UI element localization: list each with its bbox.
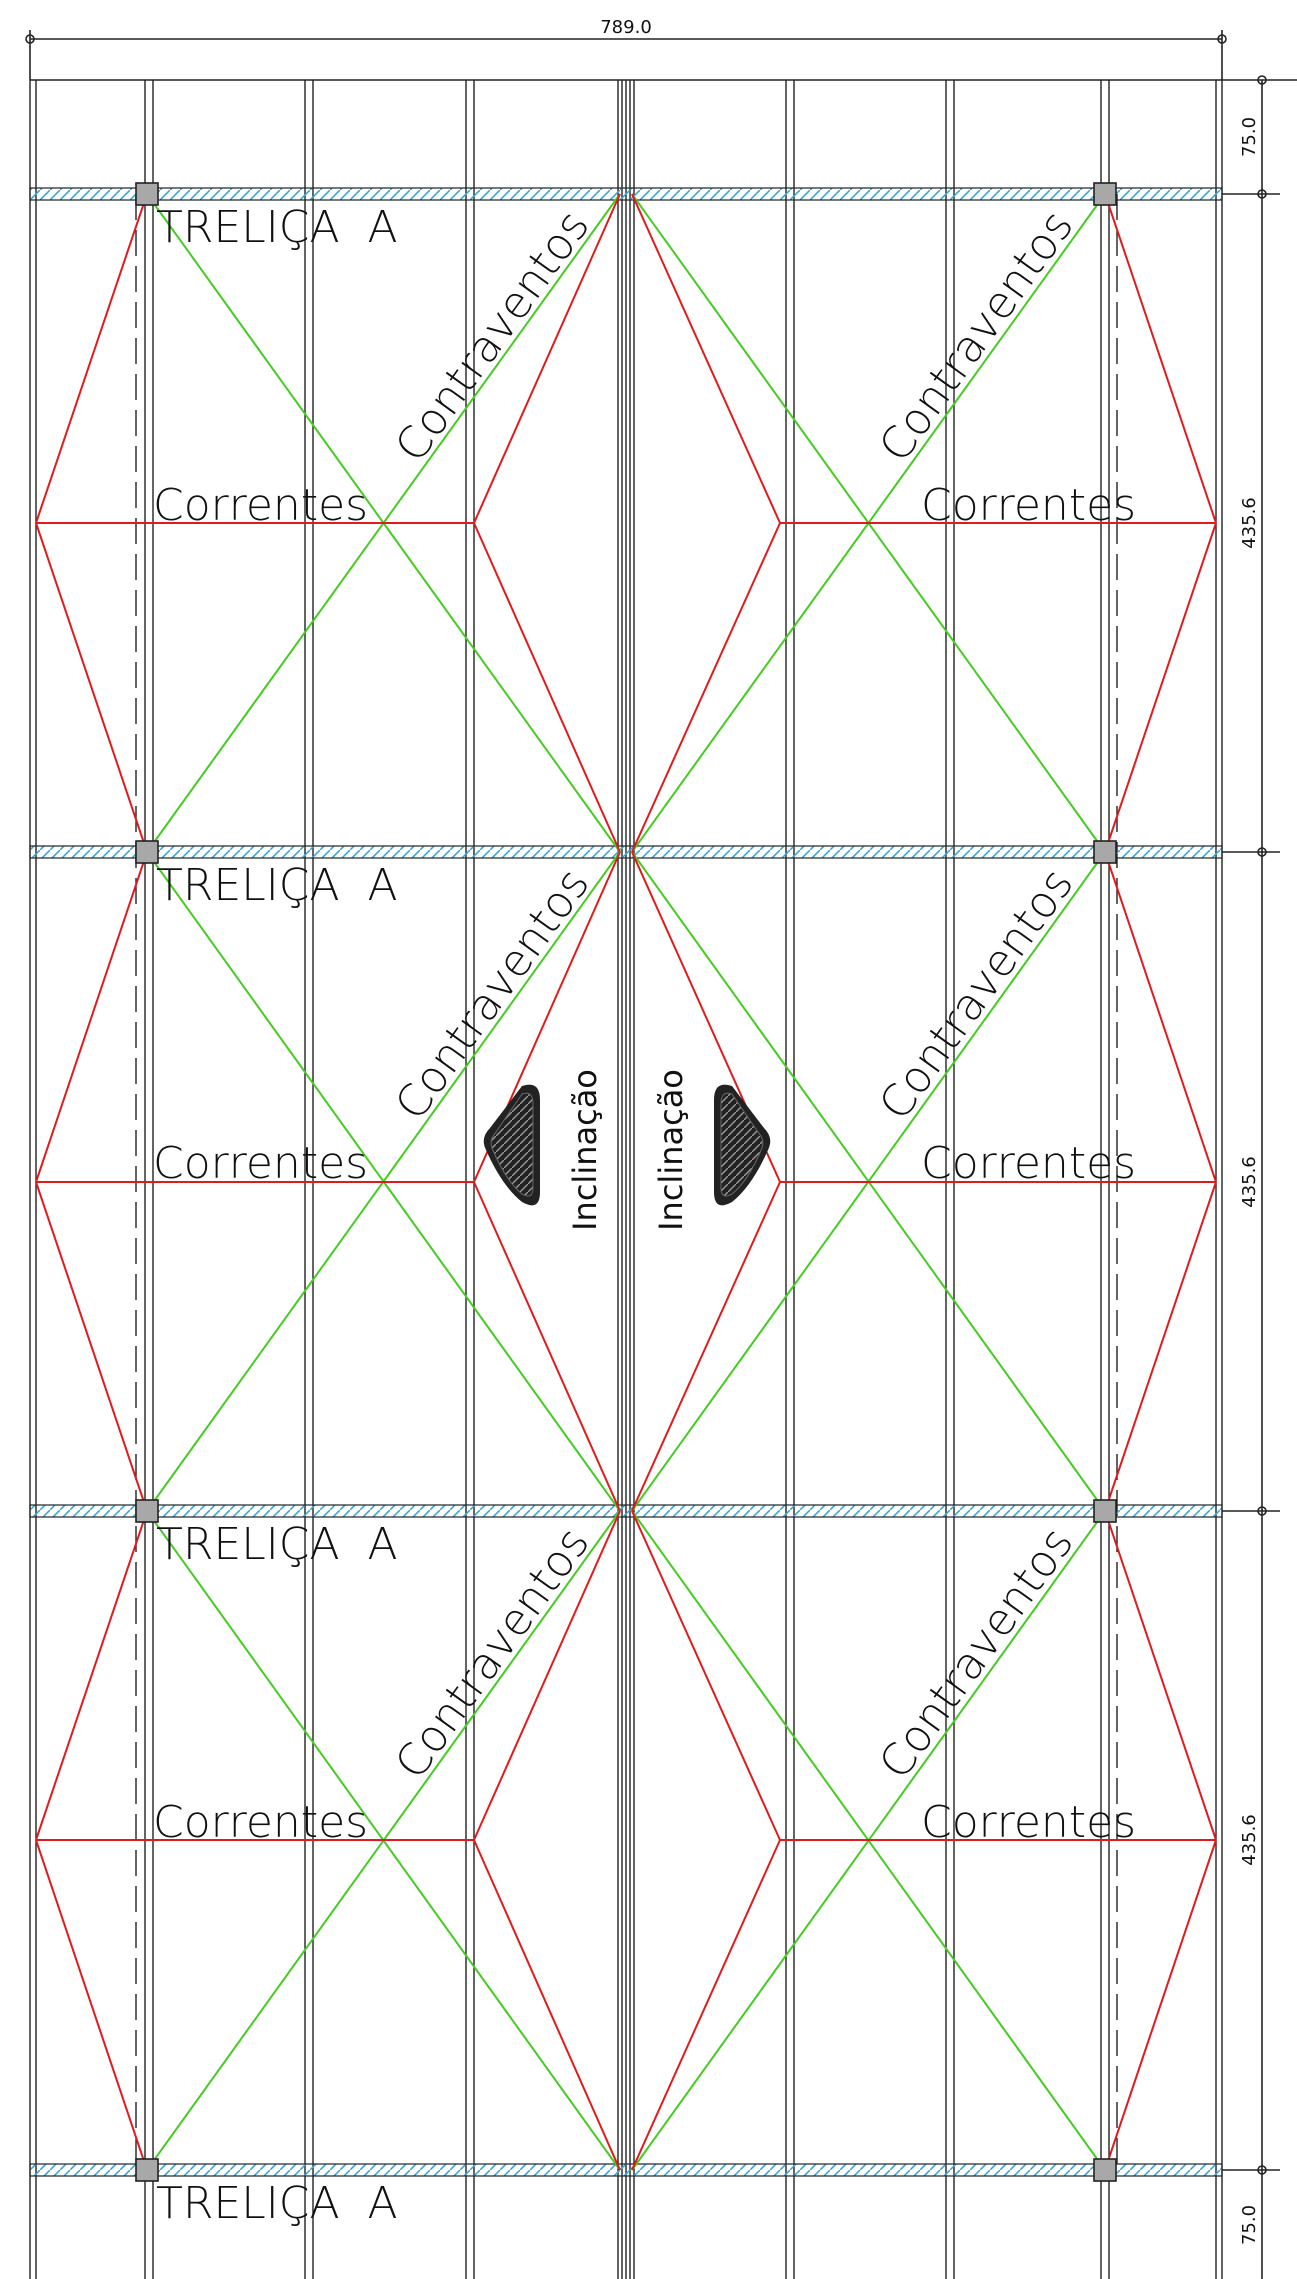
top-dimension: [25, 30, 1227, 80]
column: [1093, 2158, 1117, 2182]
column: [1093, 1499, 1117, 1523]
truss-label: TRELIÇA A: [156, 860, 398, 911]
bracing-label: Contraventos: [386, 201, 600, 471]
bracing-label: Contraventos: [870, 201, 1084, 471]
right-dimension-1: 75.0: [1239, 117, 1260, 157]
truss-band: [29, 2163, 1223, 2177]
bracing-label: Contraventos: [870, 1518, 1084, 1788]
top-dimension-value: 789.0: [600, 17, 652, 38]
slope-arrow-left: [483, 1084, 540, 1206]
truss-bands: [29, 187, 1223, 2177]
column: [135, 1499, 159, 1523]
truss-label: TRELIÇA A: [156, 202, 398, 253]
column: [135, 182, 159, 206]
purlin-label: Correntes: [153, 1797, 368, 1848]
purlin-label: Correntes: [153, 1138, 368, 1189]
column: [1093, 182, 1117, 206]
purlin-ties: [35, 193, 1217, 2171]
right-dimension-2: 435.6: [1239, 497, 1260, 549]
slope-label-left: Inclinação: [566, 1069, 604, 1231]
right-dimension-4: 435.6: [1239, 1814, 1260, 1866]
truss-band: [29, 845, 1223, 859]
slope-arrow-right: [714, 1084, 771, 1206]
bracing-label: Contraventos: [870, 859, 1084, 1129]
purlin-label: Correntes: [921, 480, 1136, 531]
truss-label: TRELIÇA A: [156, 1519, 398, 1570]
right-dimension-3: 435.6: [1239, 1156, 1260, 1208]
truss-band: [29, 187, 1223, 201]
purlin-label: Correntes: [921, 1138, 1136, 1189]
purlin-label: Correntes: [921, 1797, 1136, 1848]
purlin-label: Correntes: [153, 480, 368, 531]
truss-band: [29, 1504, 1223, 1518]
right-dimension-5: 75.0: [1239, 2205, 1260, 2245]
column: [135, 840, 159, 864]
columns: [135, 182, 1117, 2182]
slope-label-right: Inclinação: [652, 1069, 690, 1231]
column: [1093, 840, 1117, 864]
right-dimension: [1222, 75, 1297, 2279]
column: [135, 2158, 159, 2182]
truss-label: TRELIÇA A: [156, 2178, 398, 2229]
bracing-label: Contraventos: [386, 1518, 600, 1788]
